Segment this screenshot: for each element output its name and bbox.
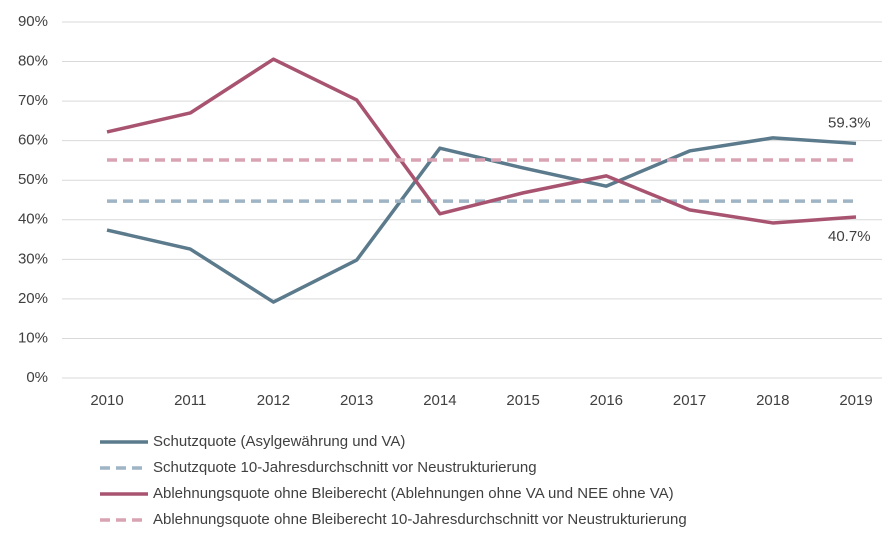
data-label: 59.3% bbox=[828, 114, 871, 131]
y-tick-label: 60% bbox=[18, 132, 48, 149]
legend-label: Ablehnungsquote ohne Bleiberecht 10-Jahr… bbox=[153, 511, 687, 528]
y-tick-label: 50% bbox=[18, 171, 48, 188]
series-line bbox=[106, 136, 857, 304]
x-tick-label: 2014 bbox=[423, 392, 456, 409]
data-label: 40.7% bbox=[828, 228, 871, 245]
y-tick-label: 30% bbox=[18, 250, 48, 267]
y-tick-label: 90% bbox=[18, 13, 48, 30]
x-tick-label: 2019 bbox=[839, 392, 872, 409]
x-tick-label: 2016 bbox=[590, 392, 623, 409]
legend-label: Ablehnungsquote ohne Bleiberecht (Ablehn… bbox=[153, 485, 674, 502]
y-tick-label: 0% bbox=[26, 369, 48, 386]
series-line bbox=[106, 57, 857, 225]
x-tick-label: 2015 bbox=[506, 392, 539, 409]
legend-label: Schutzquote (Asylgewährung und VA) bbox=[153, 433, 405, 450]
legend-label: Schutzquote 10-Jahresdurchschnitt vor Ne… bbox=[153, 459, 537, 476]
y-tick-label: 70% bbox=[18, 92, 48, 109]
x-tick-label: 2011 bbox=[174, 392, 206, 409]
y-tick-label: 40% bbox=[18, 211, 48, 228]
y-tick-label: 10% bbox=[18, 329, 48, 346]
y-tick-label: 80% bbox=[18, 53, 48, 70]
x-tick-label: 2013 bbox=[340, 392, 373, 409]
x-tick-label: 2017 bbox=[673, 392, 706, 409]
x-tick-label: 2018 bbox=[756, 392, 789, 409]
x-tick-label: 2010 bbox=[90, 392, 123, 409]
y-tick-label: 20% bbox=[18, 290, 48, 307]
x-tick-label: 2012 bbox=[257, 392, 290, 409]
